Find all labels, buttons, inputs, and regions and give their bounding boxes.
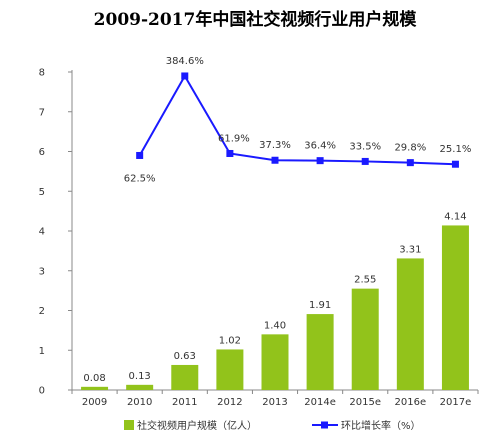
line-point — [226, 149, 234, 157]
legend-bar-swatch — [124, 420, 134, 430]
line-data-label: 37.3% — [259, 140, 291, 151]
x-tick-label: 2011 — [172, 397, 197, 408]
line-data-label: 61.9% — [218, 133, 250, 144]
bar-data-label: 2.55 — [354, 275, 376, 286]
x-tick-label: 2017e — [440, 397, 472, 408]
y-tick-label: 6 — [39, 147, 45, 158]
y-tick-label: 4 — [39, 227, 45, 238]
bar-data-label: 1.91 — [309, 300, 331, 311]
x-tick-label: 2009 — [82, 397, 107, 408]
bar — [351, 288, 379, 390]
line-point — [451, 160, 459, 168]
y-tick-label: 2 — [39, 306, 45, 317]
line-data-label: 384.6% — [166, 56, 204, 67]
bar-series: 0.08 0.13 0.63 1.02 1.40 1.91 2.55 3.31 4.14 — [81, 211, 469, 390]
bar — [216, 349, 244, 390]
y-tick-label: 0 — [39, 386, 45, 397]
bar-data-label: 1.02 — [219, 335, 241, 346]
growth-line — [138, 73, 456, 166]
line-data-label: 25.1% — [440, 144, 472, 155]
line-point — [136, 151, 144, 159]
line-point — [271, 156, 279, 164]
bar-data-label: 1.40 — [264, 320, 286, 331]
line-point — [181, 72, 189, 80]
line-series: 62.5% 384.6% 61.9% 37.3% 36.4% 33.5% 29.8% 25.1… — [124, 56, 472, 185]
bar-data-label: 4.14 — [444, 211, 466, 222]
y-tick-label: 7 — [39, 107, 45, 118]
bar — [81, 386, 109, 390]
chart-title: 2009-2017年中国社交视频行业用户规模 — [94, 9, 418, 30]
line-data-label: 62.5% — [124, 173, 156, 184]
line-data-label: 33.5% — [349, 141, 381, 152]
x-tick-label: 2013 — [262, 397, 287, 408]
bar — [396, 258, 424, 390]
x-tick-label: 2015e — [349, 397, 381, 408]
bar — [126, 384, 154, 390]
bar-data-label: 0.63 — [174, 351, 196, 362]
bar — [261, 334, 289, 390]
legend: 社交视频用户规模（亿人） 环比增长率（%） — [124, 419, 421, 432]
x-tick-label: 2016e — [395, 397, 427, 408]
line-data-label: 29.8% — [394, 143, 426, 154]
bar-data-label: 3.31 — [399, 244, 421, 255]
axes: 0 1 2 3 4 5 6 7 8 2009 2010 2011 2012 2013 2014e 2015e 2… — [39, 68, 479, 408]
bar-data-label: 0.13 — [129, 371, 151, 382]
bar — [441, 225, 469, 390]
line-point — [361, 157, 369, 165]
line-point — [406, 159, 414, 167]
bar — [171, 364, 199, 390]
y-tick-label: 3 — [39, 266, 45, 277]
line-point — [316, 157, 324, 165]
x-tick-label: 2010 — [127, 397, 152, 408]
line-data-label: 36.4% — [304, 141, 336, 152]
y-tick-label: 8 — [39, 68, 45, 79]
bar-data-label: 0.08 — [83, 373, 105, 384]
bar — [306, 314, 334, 390]
x-tick-label: 2012 — [217, 397, 242, 408]
legend-bar-label: 社交视频用户规模（亿人） — [137, 419, 257, 432]
y-tick-label: 5 — [39, 187, 45, 198]
y-tick-label: 1 — [39, 346, 45, 357]
legend-line-label: 环比增长率（%） — [341, 419, 421, 432]
legend-line-marker — [321, 421, 328, 429]
x-tick-label: 2014e — [304, 397, 336, 408]
